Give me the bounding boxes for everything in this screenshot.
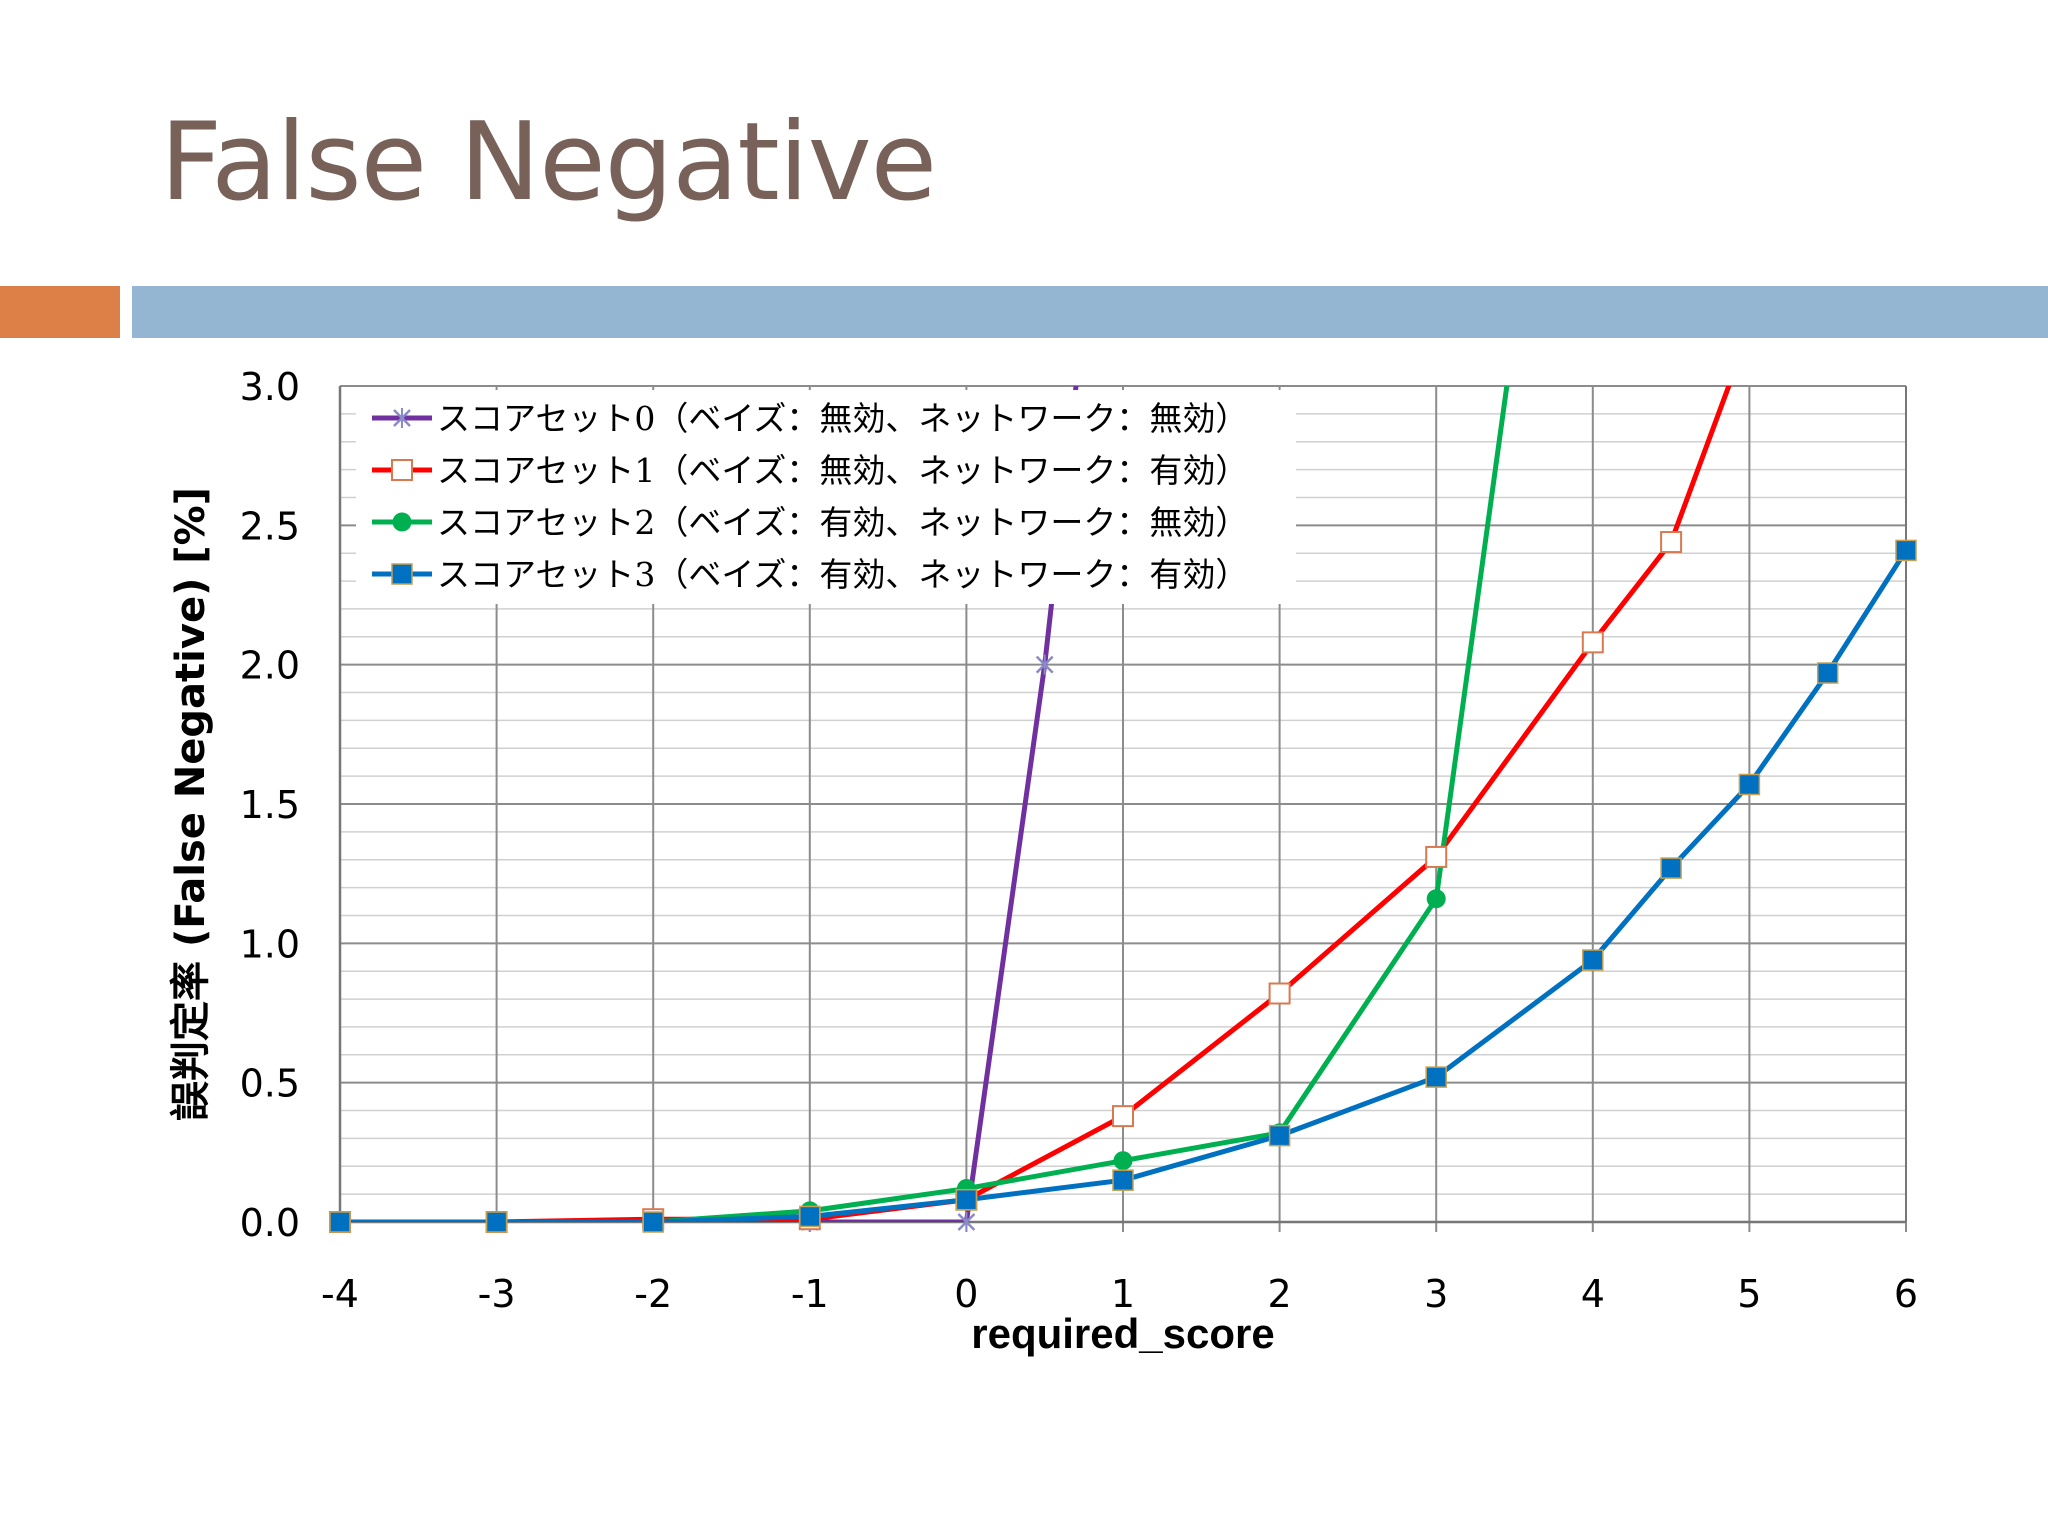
data-point [1582,949,1604,971]
y-axis-label: 誤判定率 (False Negative) [%] [168,487,214,1121]
legend-label: スコアセット1（ベイズ：無効、ネットワーク：有効） [437,451,1248,490]
data-point [392,512,412,532]
x-tick-label: -1 [791,1272,829,1316]
y-tick-label: 0.5 [240,1062,300,1106]
data-point [1112,1169,1134,1191]
data-point [329,1211,351,1233]
x-tick-label: 2 [1268,1272,1292,1316]
data-point [1113,1151,1133,1171]
x-tick-label: 0 [954,1272,978,1316]
data-point [393,408,411,428]
data-point [1816,662,1839,684]
legend-label: スコアセット3（ベイズ：有効、ネットワーク：有効） [437,555,1248,594]
y-tick-label: 2.0 [240,644,300,688]
x-tick-label: 6 [1894,1272,1918,1316]
data-point [1895,539,1917,562]
y-tick-label: 3.0 [240,365,300,409]
y-axis-ticks: 0.0 0.5 1.0 1.5 2.0 2.5 3.0 [240,365,300,1245]
x-tick-label: -3 [478,1272,516,1316]
data-point [1738,773,1761,796]
legend: スコアセット0（ベイズ：無効、ネットワーク：無効） スコアセット1（ベイズ：無効、… [356,390,1296,604]
x-tick-label: 3 [1424,1272,1448,1316]
y-tick-label: 2.5 [240,504,300,548]
y-tick-label: 1.0 [240,922,300,966]
x-tick-label: -4 [321,1272,359,1316]
data-point [1581,631,1604,654]
data-point [1425,1066,1447,1088]
data-point [799,1205,821,1228]
y-tick-label: 0.0 [240,1201,300,1245]
data-point [391,563,413,585]
data-point [642,1211,664,1233]
data-point [1425,845,1448,868]
legend-background [356,390,1296,604]
y-tick-label: 1.5 [240,783,300,827]
x-tick-label: -2 [634,1272,672,1316]
accent-bar-blue [132,286,2048,338]
data-point [485,1211,508,1233]
x-axis-label: required_score [971,1310,1274,1357]
data-point [1112,1105,1134,1128]
x-tick-label: 5 [1737,1272,1761,1316]
legend-label: スコアセット0（ベイズ：無効、ネットワーク：無効） [437,399,1248,438]
data-point [391,459,413,481]
data-point [1035,654,1054,675]
legend-label: スコアセット2（ベイズ：有効、ネットワーク：無効） [437,503,1248,542]
slide-title: False Negative [160,100,937,225]
accent-bar-orange [0,286,120,338]
data-point [1268,982,1291,1005]
x-tick-label: 4 [1581,1272,1605,1316]
data-point [957,1212,976,1232]
series-markers [329,531,1917,1233]
data-point [1268,1124,1291,1147]
data-point [1660,531,1683,554]
x-axis-ticks: -4 -3 -2 -1 0 1 2 3 4 5 6 [321,1272,1918,1316]
x-tick-label: 1 [1111,1272,1135,1316]
data-point [1426,889,1446,909]
data-point [955,1188,978,1211]
series-line [340,386,1079,1222]
data-point [1660,857,1682,879]
major-grid [338,385,1907,1232]
